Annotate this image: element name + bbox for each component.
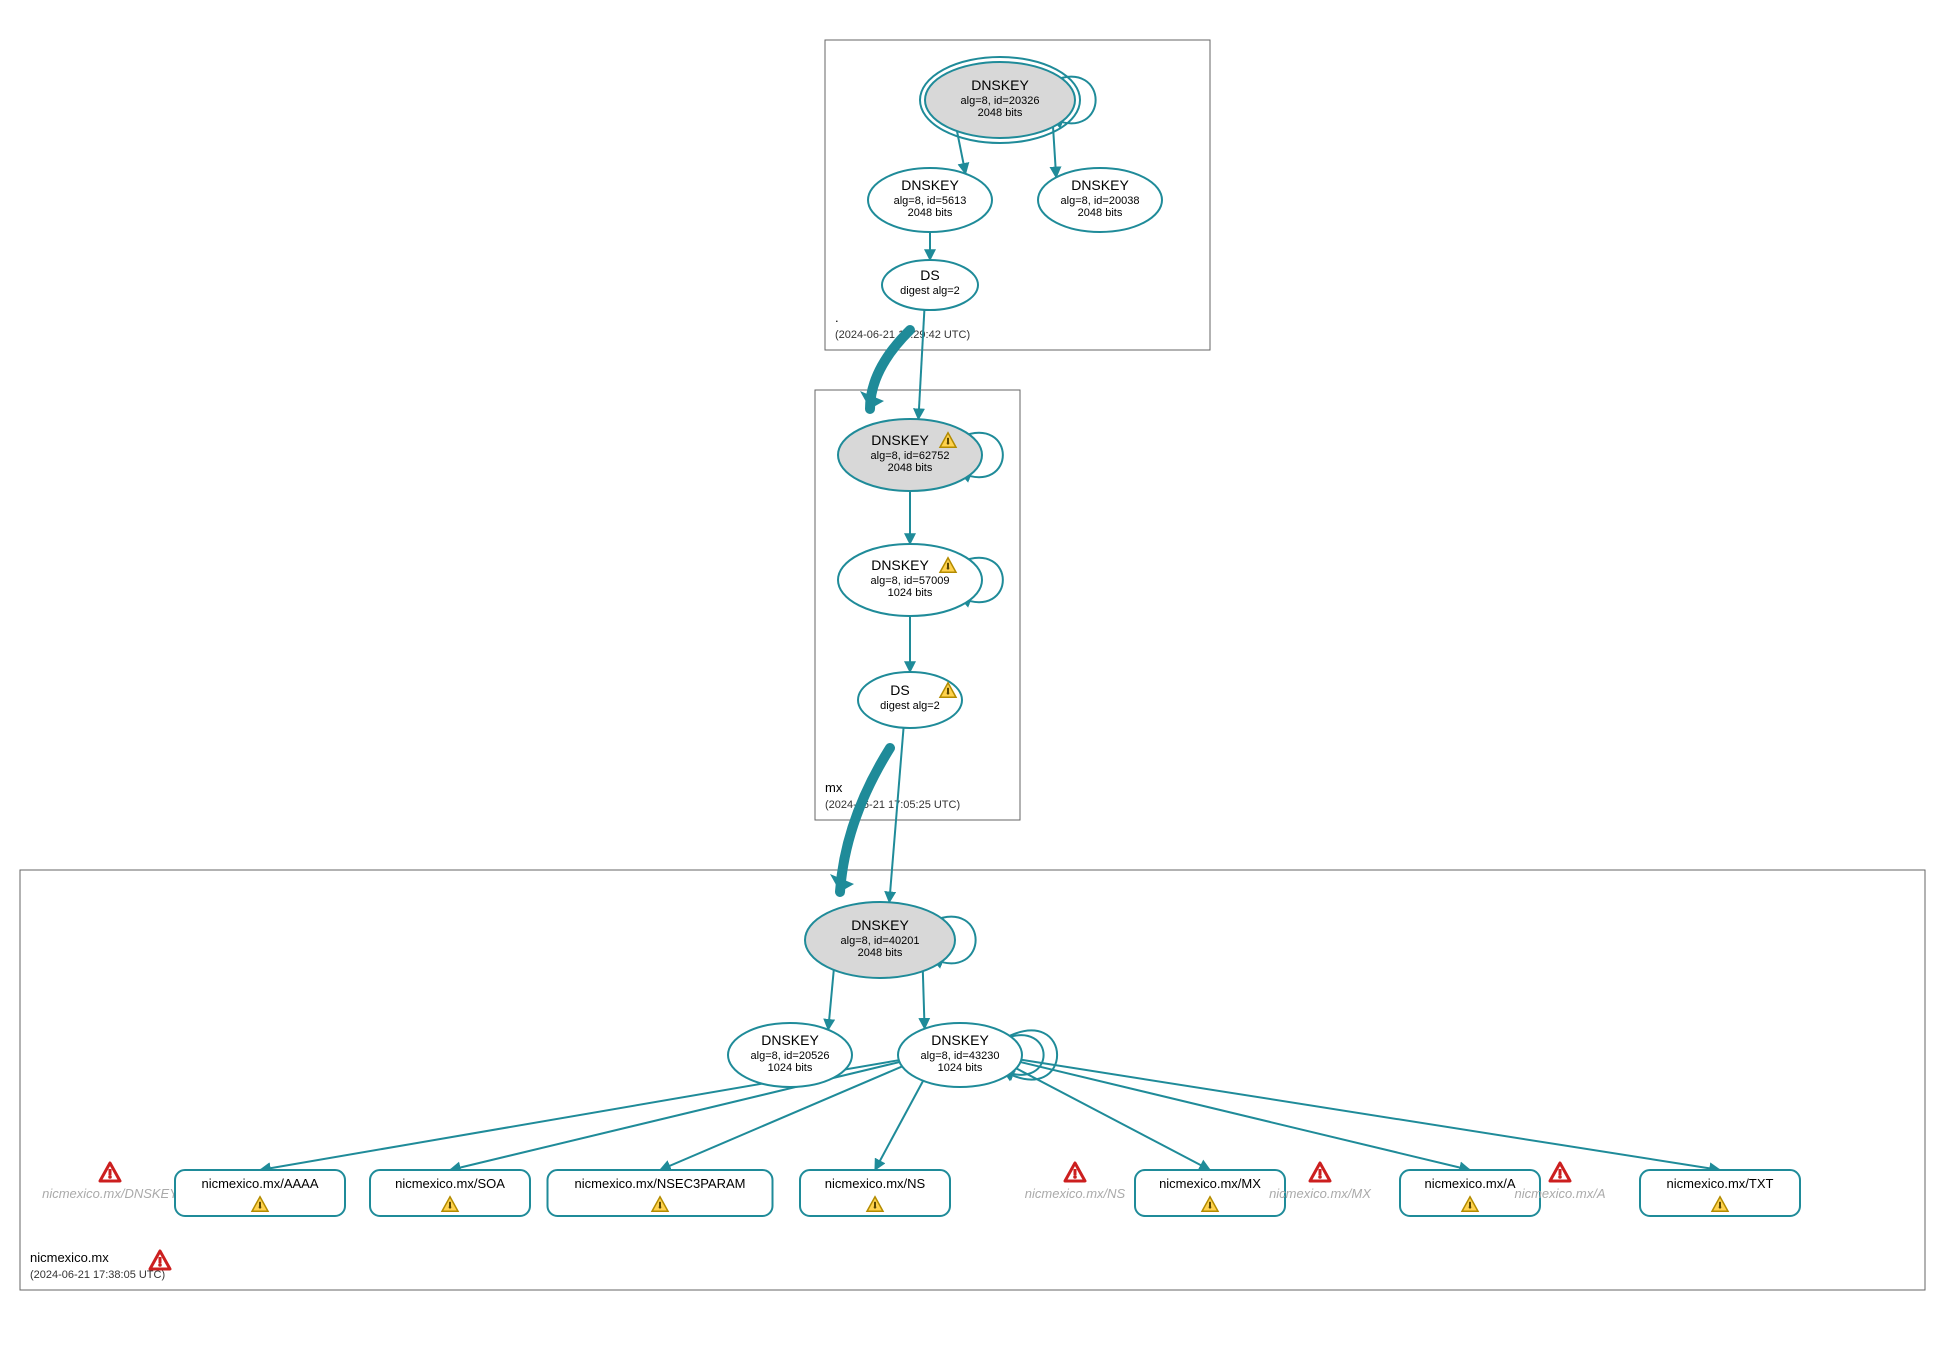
svg-text:digest alg=2: digest alg=2: [880, 700, 940, 712]
svg-text:nicmexico.mx: nicmexico.mx: [30, 1250, 109, 1265]
rr-ghost: nicmexico.mx/NS: [1025, 1163, 1126, 1201]
svg-text:DNSKEY: DNSKEY: [931, 1032, 989, 1048]
node-nic_ksk: DNSKEY alg=8, id=402012048 bits: [805, 902, 955, 978]
svg-text:(2024-06-21 17:05:25 UTC): (2024-06-21 17:05:25 UTC): [825, 799, 960, 811]
svg-text:nicmexico.mx/NS: nicmexico.mx/NS: [825, 1176, 926, 1191]
svg-text:2048 bits: 2048 bits: [1078, 207, 1123, 219]
svg-text:2048 bits: 2048 bits: [908, 207, 953, 219]
edges: [260, 77, 1720, 1170]
error-icon: [1550, 1163, 1570, 1181]
svg-text:1024 bits: 1024 bits: [888, 587, 933, 599]
node-root_ds: DS digest alg=2: [882, 260, 978, 310]
svg-text:nicmexico.mx/AAAA: nicmexico.mx/AAAA: [201, 1176, 318, 1191]
node-root_zsk1: DNSKEY alg=8, id=56132048 bits: [868, 168, 992, 232]
svg-text:nicmexico.mx/A: nicmexico.mx/A: [1424, 1176, 1515, 1191]
error-icon: [1310, 1163, 1330, 1181]
svg-text:nicmexico.mx/TXT: nicmexico.mx/TXT: [1667, 1176, 1774, 1191]
svg-text:DNSKEY: DNSKEY: [871, 557, 929, 573]
svg-text:(2024-06-21 17:38:05 UTC): (2024-06-21 17:38:05 UTC): [30, 1269, 165, 1281]
node-root_ksk: DNSKEY alg=8, id=203262048 bits: [920, 57, 1080, 143]
error-icon: [1065, 1163, 1085, 1181]
svg-text:alg=8, id=62752: alg=8, id=62752: [871, 450, 950, 462]
svg-text:2048 bits: 2048 bits: [888, 462, 933, 474]
svg-text:alg=8, id=43230: alg=8, id=43230: [921, 1050, 1000, 1062]
rr-box: nicmexico.mx/AAAA: [175, 1170, 345, 1216]
nodes: DNSKEYalg=8, id=203262048 bitsDNSKEYalg=…: [728, 57, 1162, 1087]
node-nic_zsk1: DNSKEY alg=8, id=205261024 bits: [728, 1023, 852, 1087]
svg-text:alg=8, id=20526: alg=8, id=20526: [751, 1050, 830, 1062]
rr-box: nicmexico.mx/SOA: [370, 1170, 530, 1216]
svg-text:DNSKEY: DNSKEY: [901, 177, 959, 193]
svg-text:alg=8, id=20038: alg=8, id=20038: [1061, 195, 1140, 207]
svg-text:1024 bits: 1024 bits: [768, 1062, 813, 1074]
svg-text:digest alg=2: digest alg=2: [900, 285, 960, 297]
rr-box: nicmexico.mx/TXT: [1640, 1170, 1800, 1216]
error-icon: [150, 1251, 170, 1269]
svg-text:nicmexico.mx/A: nicmexico.mx/A: [1514, 1186, 1605, 1201]
svg-text:nicmexico.mx/SOA: nicmexico.mx/SOA: [395, 1176, 505, 1191]
svg-text:mx: mx: [825, 780, 843, 795]
rr-row: nicmexico.mx/DNSKEY nicmexico.mx/AAAA nicm…: [42, 1163, 1800, 1216]
node-mx_ds: DS digest alg=2: [858, 672, 962, 728]
error-icon: [100, 1163, 120, 1181]
svg-text:alg=8, id=5613: alg=8, id=5613: [894, 195, 967, 207]
svg-text:DNSKEY: DNSKEY: [971, 77, 1029, 93]
svg-text:nicmexico.mx/NSEC3PARAM: nicmexico.mx/NSEC3PARAM: [575, 1176, 746, 1191]
svg-text:DNSKEY: DNSKEY: [871, 432, 929, 448]
svg-text:alg=8, id=57009: alg=8, id=57009: [871, 575, 950, 587]
svg-text:.: .: [835, 310, 839, 325]
svg-text:DNSKEY: DNSKEY: [761, 1032, 819, 1048]
svg-text:nicmexico.mx/NS: nicmexico.mx/NS: [1025, 1186, 1126, 1201]
rr-box: nicmexico.mx/NS: [800, 1170, 950, 1216]
svg-text:alg=8, id=20326: alg=8, id=20326: [961, 95, 1040, 107]
svg-text:DS: DS: [890, 682, 909, 698]
svg-text:2048 bits: 2048 bits: [978, 107, 1023, 119]
dnssec-graph: .(2024-06-21 15:29:42 UTC)mx(2024-06-21 …: [0, 0, 1945, 1358]
svg-text:DNSKEY: DNSKEY: [851, 917, 909, 933]
rr-box: nicmexico.mx/NSEC3PARAM: [548, 1170, 773, 1216]
svg-text:alg=8, id=40201: alg=8, id=40201: [841, 935, 920, 947]
node-mx_ksk: DNSKEY alg=8, id=627522048 bits: [838, 419, 982, 491]
svg-text:nicmexico.mx/MX: nicmexico.mx/MX: [1159, 1176, 1261, 1191]
node-root_zsk2: DNSKEY alg=8, id=200382048 bits: [1038, 168, 1162, 232]
svg-text:DS: DS: [920, 267, 939, 283]
svg-text:DNSKEY: DNSKEY: [1071, 177, 1129, 193]
svg-text:2048 bits: 2048 bits: [858, 947, 903, 959]
svg-text:nicmexico.mx/DNSKEY: nicmexico.mx/DNSKEY: [42, 1186, 179, 1201]
rr-ghost: nicmexico.mx/DNSKEY: [42, 1163, 179, 1201]
rr-box: nicmexico.mx/MX: [1135, 1170, 1285, 1216]
node-nic_zsk2: DNSKEY alg=8, id=432301024 bits: [898, 1023, 1022, 1087]
svg-text:nicmexico.mx/MX: nicmexico.mx/MX: [1269, 1186, 1372, 1201]
node-mx_zsk: DNSKEY alg=8, id=570091024 bits: [838, 544, 982, 616]
svg-text:1024 bits: 1024 bits: [938, 1062, 983, 1074]
